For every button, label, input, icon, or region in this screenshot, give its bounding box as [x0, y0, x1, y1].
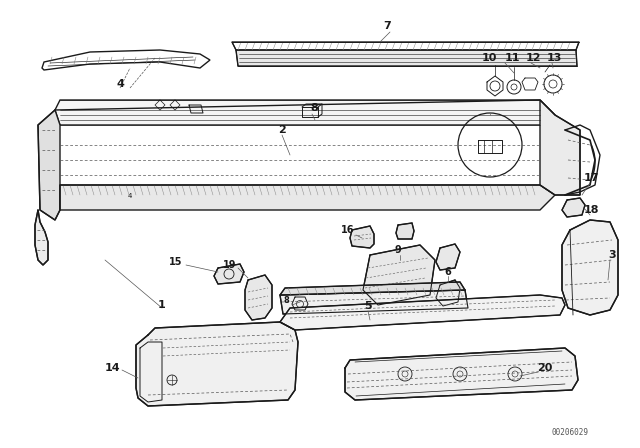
Polygon shape — [236, 50, 577, 66]
Text: 16: 16 — [341, 225, 355, 235]
Text: 5: 5 — [364, 301, 372, 311]
Polygon shape — [232, 42, 579, 50]
Text: 00206029: 00206029 — [552, 427, 589, 436]
Text: 17: 17 — [583, 173, 599, 183]
Polygon shape — [280, 282, 465, 295]
Polygon shape — [245, 275, 272, 320]
Polygon shape — [562, 220, 618, 315]
Polygon shape — [55, 100, 555, 125]
Polygon shape — [280, 295, 565, 330]
Polygon shape — [436, 280, 460, 306]
Text: 15: 15 — [169, 257, 183, 267]
Polygon shape — [363, 245, 435, 305]
Text: 19: 19 — [223, 260, 237, 270]
Text: 6: 6 — [445, 267, 451, 277]
Polygon shape — [214, 264, 244, 284]
Text: 8: 8 — [310, 103, 318, 113]
Polygon shape — [562, 198, 585, 217]
Text: 11: 11 — [504, 53, 520, 63]
Text: 1: 1 — [158, 300, 166, 310]
Polygon shape — [38, 110, 60, 220]
Text: 20: 20 — [538, 363, 553, 373]
Text: 9: 9 — [395, 245, 401, 255]
Polygon shape — [42, 50, 210, 70]
Text: 12: 12 — [525, 53, 541, 63]
Polygon shape — [350, 226, 374, 248]
Polygon shape — [436, 244, 460, 270]
Text: 13: 13 — [547, 53, 562, 63]
Text: 4: 4 — [116, 79, 124, 89]
Polygon shape — [136, 322, 298, 406]
Text: 7: 7 — [383, 21, 391, 31]
Polygon shape — [540, 100, 580, 195]
Text: 2: 2 — [278, 125, 286, 135]
Polygon shape — [35, 210, 48, 265]
Text: 8: 8 — [283, 296, 289, 305]
Text: 4: 4 — [128, 193, 132, 199]
Text: 14: 14 — [104, 363, 120, 373]
Polygon shape — [60, 185, 555, 210]
Polygon shape — [345, 348, 578, 400]
Text: 18: 18 — [583, 205, 599, 215]
Polygon shape — [280, 290, 468, 314]
Text: 3: 3 — [608, 250, 616, 260]
Text: 10: 10 — [481, 53, 497, 63]
Polygon shape — [396, 223, 414, 239]
